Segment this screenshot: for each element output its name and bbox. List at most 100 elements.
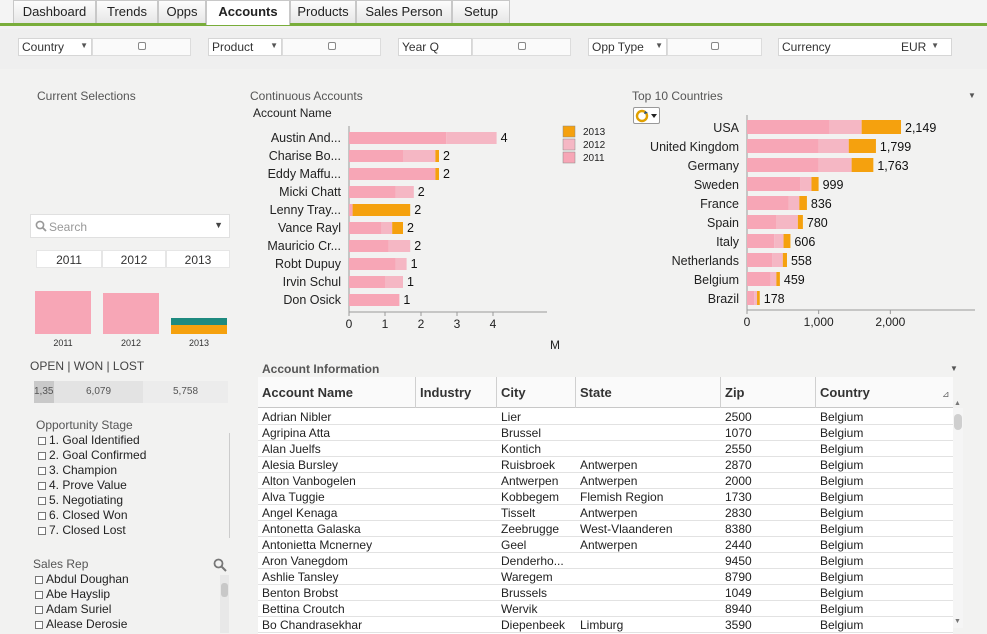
column-header-state[interactable]: State (576, 377, 721, 408)
bar-segment-2012 (818, 158, 852, 172)
bar-segment-2013 (799, 196, 807, 210)
mini-bar-2013-teal[interactable] (171, 318, 227, 325)
column-header-zip[interactable]: Zip (721, 377, 816, 408)
category-label: Netherlands (672, 254, 739, 268)
top-countries-chart[interactable]: USA 2,149 United Kingdom 1,799 Germany 1,763 S… (632, 115, 982, 340)
bar-segment-2012 (772, 253, 783, 267)
list-item[interactable]: Alease Derosie (35, 617, 129, 632)
table-row[interactable]: Alan Juelfs Kontich 2550 Belgium (258, 441, 953, 457)
table-cell (576, 409, 721, 425)
lost-value[interactable]: 5,758 (143, 381, 228, 403)
table-row[interactable]: Agripina Atta Brussel 1070 Belgium (258, 425, 953, 441)
column-header-account-name[interactable]: Account Name (258, 377, 416, 408)
list-item[interactable]: 1. Goal Identified (38, 433, 146, 448)
table-row[interactable]: Adrian Nibler Lier 2500 Belgium (258, 409, 953, 425)
year-filter[interactable]: Year Q (398, 38, 472, 56)
bar-segment-2012 (829, 120, 862, 134)
cycle-group-button[interactable] (633, 107, 660, 124)
tab-opps[interactable]: Opps (158, 0, 206, 23)
mini-bar-2012[interactable] (103, 293, 159, 334)
table-row[interactable]: Alesia Bursley Ruisbroek Antwerpen 2870 Belg… (258, 457, 953, 473)
mini-bar-2013[interactable] (171, 325, 227, 334)
data-label: 459 (784, 273, 805, 287)
list-item[interactable]: 5. Negotiating (38, 493, 146, 508)
continuous-accounts-chart[interactable]: Austin And... 4 Charise Bo... 2 Eddy Maffu..… (245, 120, 625, 355)
table-row[interactable]: Alva Tuggie Kobbegem Flemish Region 1730 Bel… (258, 489, 953, 505)
currency-selector[interactable]: Currency EUR ▼ (778, 38, 952, 56)
table-cell: Belgium (820, 570, 864, 584)
table-cell: Belgium (820, 506, 864, 520)
chevron-down-icon[interactable]: ▼ (968, 91, 976, 100)
checkbox-icon (35, 620, 43, 629)
stage-label: 4. Prove Value (49, 478, 127, 492)
list-item[interactable]: Abdul Doughan (35, 572, 129, 587)
category-label: United Kingdom (650, 140, 739, 154)
table-row[interactable]: Alton Vanbogelen Antwerpen Antwerpen 2000 Be… (258, 473, 953, 489)
tab-dashboard[interactable]: Dashboard (13, 0, 96, 23)
top-countries-title: Top 10 Countries (632, 89, 723, 103)
table-cell: Antonetta Galaska (262, 522, 361, 536)
column-header-country[interactable]: Country (820, 385, 870, 400)
category-label: Vance Rayl (278, 221, 341, 235)
table-row[interactable]: Benton Brobst Brussels 1049 Belgium (258, 585, 953, 601)
scrollbar-thumb[interactable] (954, 414, 962, 430)
scrollbar-thumb[interactable] (221, 583, 228, 597)
opp-type-search-box[interactable] (667, 38, 762, 56)
table-row[interactable]: Ashlie Tansley Waregem 8790 Belgium (258, 569, 953, 585)
x-tick-label: 3 (454, 317, 461, 331)
bar-segment-2011 (349, 204, 353, 216)
year-search-box[interactable] (472, 38, 571, 56)
country-filter[interactable]: Country ▼ (18, 38, 92, 56)
table-scrollbar[interactable]: ▲ ▼ (953, 400, 963, 628)
table-row[interactable]: Aron Vanegdom Denderho... 9450 Belgium (258, 553, 953, 569)
year-button-2012[interactable]: 2012 (102, 250, 166, 268)
table-row[interactable]: Bettina Croutch Wervik 8940 Belgium (258, 601, 953, 617)
list-item[interactable]: Abe Hayslip (35, 587, 129, 602)
data-label: 2 (443, 149, 450, 163)
table-row[interactable]: Antonetta Galaska Zeebrugge West-Vlaandere… (258, 521, 953, 537)
year-button-2011[interactable]: 2011 (36, 250, 102, 268)
sales-rep-scrollbar[interactable] (220, 575, 229, 633)
scroll-down-icon[interactable]: ▼ (954, 618, 961, 625)
product-search-box[interactable] (282, 38, 381, 56)
tab-trends[interactable]: Trends (96, 0, 158, 23)
search-input[interactable]: Search ▼ (30, 214, 230, 238)
table-cell: Antwerpen (580, 474, 638, 488)
table-cell (576, 601, 721, 617)
bar-segment-2011 (747, 291, 755, 305)
opp-type-filter[interactable]: Opp Type ▼ (588, 38, 667, 56)
list-item[interactable]: 2. Goal Confirmed (38, 448, 146, 463)
table-row[interactable]: Angel Kenaga Tisselt Antwerpen 2830 Belgium (258, 505, 953, 521)
table-cell (416, 537, 497, 553)
table-cell (416, 489, 497, 505)
table-cell: Belgium (820, 618, 864, 632)
tab-products[interactable]: Products (290, 0, 356, 23)
won-value[interactable]: 6,079 (54, 381, 143, 403)
table-row[interactable]: Bo Chandrasekhar Diepenbeek Limburg 3590 Bel… (258, 617, 953, 633)
tab-setup[interactable]: Setup (452, 0, 510, 23)
list-item[interactable]: 4. Prove Value (38, 478, 146, 493)
search-icon[interactable] (213, 558, 227, 572)
legend-swatch-2011 (562, 151, 576, 164)
scroll-up-icon[interactable]: ▲ (954, 400, 961, 407)
open-value[interactable]: 1,355 (34, 381, 59, 403)
column-header-industry[interactable]: Industry (416, 377, 497, 408)
list-item[interactable]: 7. Closed Lost (38, 523, 146, 538)
list-item[interactable]: 3. Champion (38, 463, 146, 478)
tab-sales-person[interactable]: Sales Person (356, 0, 452, 23)
table-cell: Belgium (820, 474, 864, 488)
tab-accounts[interactable]: Accounts (206, 0, 290, 25)
year-button-2013[interactable]: 2013 (166, 250, 230, 268)
list-item[interactable]: 6. Closed Won (38, 508, 146, 523)
product-filter[interactable]: Product ▼ (208, 38, 282, 56)
country-search-box[interactable] (92, 38, 191, 56)
table-cell (416, 521, 497, 537)
account-information-table: Account Name Industry City State Zip Cou… (258, 377, 953, 634)
table-cell (416, 473, 497, 489)
column-header-city[interactable]: City (497, 377, 576, 408)
chevron-down-icon[interactable]: ▼ (950, 364, 958, 373)
list-item[interactable]: Adam Suriel (35, 602, 129, 617)
checkbox-icon (38, 481, 46, 490)
table-row[interactable]: Antonietta Mcnerney Geel Antwerpen 2440 Belg… (258, 537, 953, 553)
mini-bar-2011[interactable] (35, 291, 91, 334)
